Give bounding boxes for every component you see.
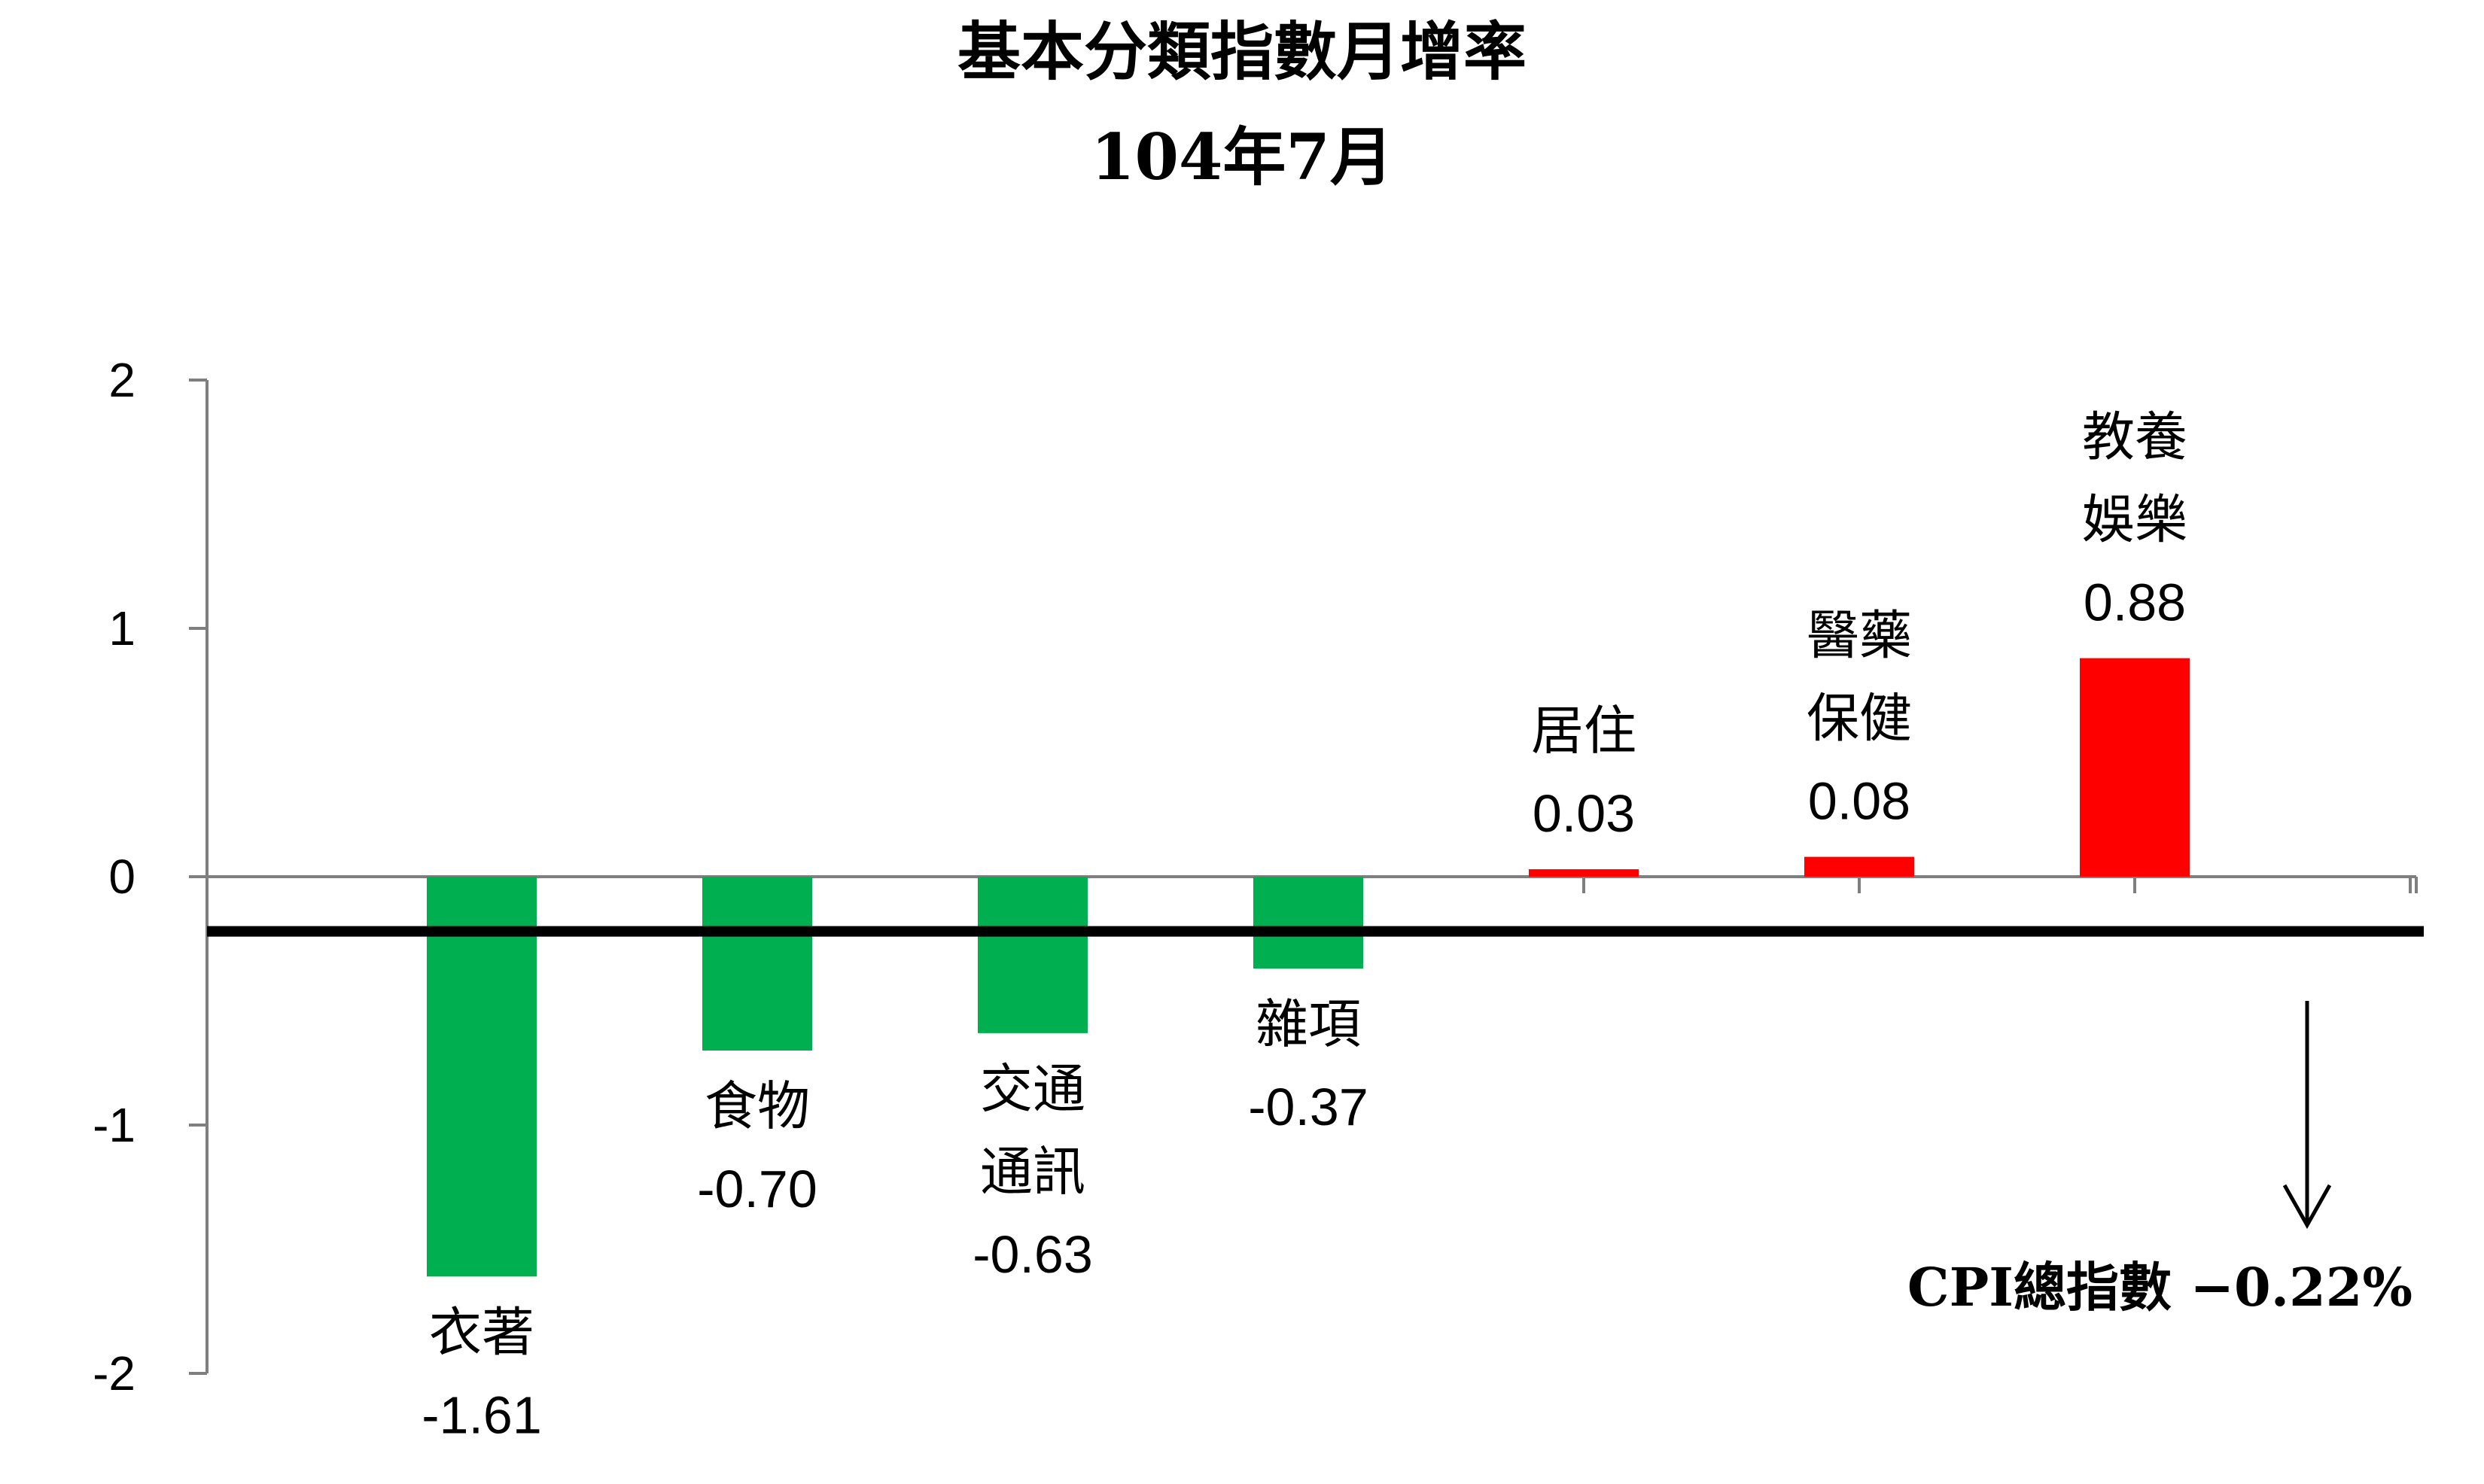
y-tick-label: 2 — [108, 353, 135, 407]
bar — [1253, 877, 1363, 969]
y-tick-label: 1 — [108, 601, 135, 655]
bar — [2080, 658, 2190, 877]
arrow-icon — [2282, 1184, 2332, 1230]
reference-group: CPI總指數 −0.22% — [207, 926, 2424, 1318]
bar-value-label: 0.88 — [2084, 573, 2186, 632]
bar-value-label: 0.03 — [1533, 784, 1635, 843]
y-tick-label: -1 — [93, 1098, 135, 1152]
bar — [702, 877, 812, 1051]
bar-category-label: 通訊 — [980, 1141, 1085, 1203]
bar-value-label: -1.61 — [422, 1385, 542, 1444]
chart-title: 基本分類指數月增率 — [957, 14, 1527, 89]
bar — [1804, 856, 1914, 877]
bar-category-label: 居住 — [1531, 700, 1636, 762]
bar-value-label: -0.37 — [1248, 1078, 1368, 1136]
bar-category-label: 教養 — [2082, 406, 2187, 468]
bar-category-label: 保健 — [1807, 688, 1912, 750]
bar-value-label: -0.63 — [973, 1225, 1093, 1284]
bar — [978, 877, 1088, 1033]
chart-subtitle: 104年7月 — [1091, 120, 1393, 194]
y-tick-label: 0 — [108, 850, 135, 904]
y-tick-label: -2 — [93, 1346, 135, 1400]
bar-category-label: 衣著 — [429, 1301, 534, 1363]
bar-value-label: -0.70 — [697, 1160, 817, 1218]
bar — [427, 877, 537, 1277]
bar-category-label: 交通 — [980, 1058, 1085, 1120]
bar-category-label: 娛樂 — [2082, 489, 2187, 551]
bar-value-label: 0.08 — [1808, 772, 1910, 831]
bar — [1529, 869, 1639, 877]
bars — [427, 658, 2190, 1277]
bar-category-label: 醫藥 — [1807, 605, 1912, 667]
reference-line-label: CPI總指數 −0.22% — [1907, 1256, 2412, 1318]
bar-category-label: 雜項 — [1256, 993, 1361, 1055]
bar-category-label: 食物 — [705, 1075, 810, 1137]
